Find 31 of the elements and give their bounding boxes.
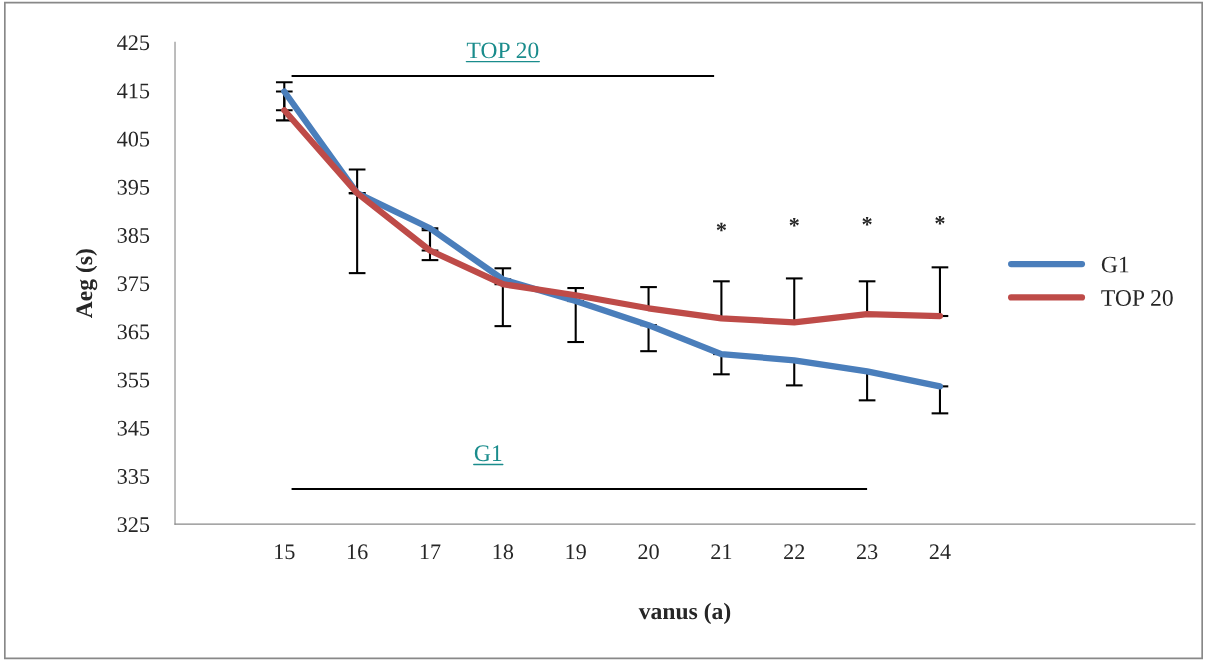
x-tick-label: 15: [275, 544, 295, 560]
annotation: *: [862, 217, 872, 226]
y-tick-label: 395: [117, 179, 150, 195]
annotation: G1: [474, 445, 502, 462]
y-tick-label: 325: [117, 517, 150, 533]
y-axis-title: Aeg (s): [75, 249, 98, 319]
x-tick-label: 16: [347, 544, 368, 560]
annotation: *: [716, 222, 727, 232]
legend-label: TOP 20: [1101, 289, 1173, 306]
x-axis-title: vanus (a): [638, 602, 731, 625]
y-tick-label: 425: [117, 35, 150, 51]
annotation: *: [789, 218, 799, 227]
x-tick-label: 19: [566, 544, 586, 560]
y-tick-label: 355: [117, 372, 150, 388]
annotation: *: [935, 216, 945, 225]
y-tick-label: 385: [117, 227, 150, 243]
x-tick-label: 24: [929, 544, 951, 560]
x-tick-label: 20: [638, 544, 659, 560]
legend-label: G1: [1101, 256, 1129, 273]
y-tick-label: 335: [117, 468, 150, 484]
annotation: TOP 20: [466, 42, 539, 59]
y-tick-label: 345: [117, 420, 150, 436]
y-tick-label: 375: [117, 276, 150, 292]
y-tick-label: 365: [117, 324, 150, 340]
x-tick-label: 21: [711, 544, 732, 560]
y-tick-label: 415: [117, 83, 150, 99]
x-tick-label: 22: [784, 544, 805, 560]
y-tick-label: 405: [117, 131, 150, 147]
x-tick-label: 17: [420, 544, 441, 560]
x-tick-label: 23: [856, 544, 878, 560]
x-tick-label: 18: [493, 544, 514, 560]
